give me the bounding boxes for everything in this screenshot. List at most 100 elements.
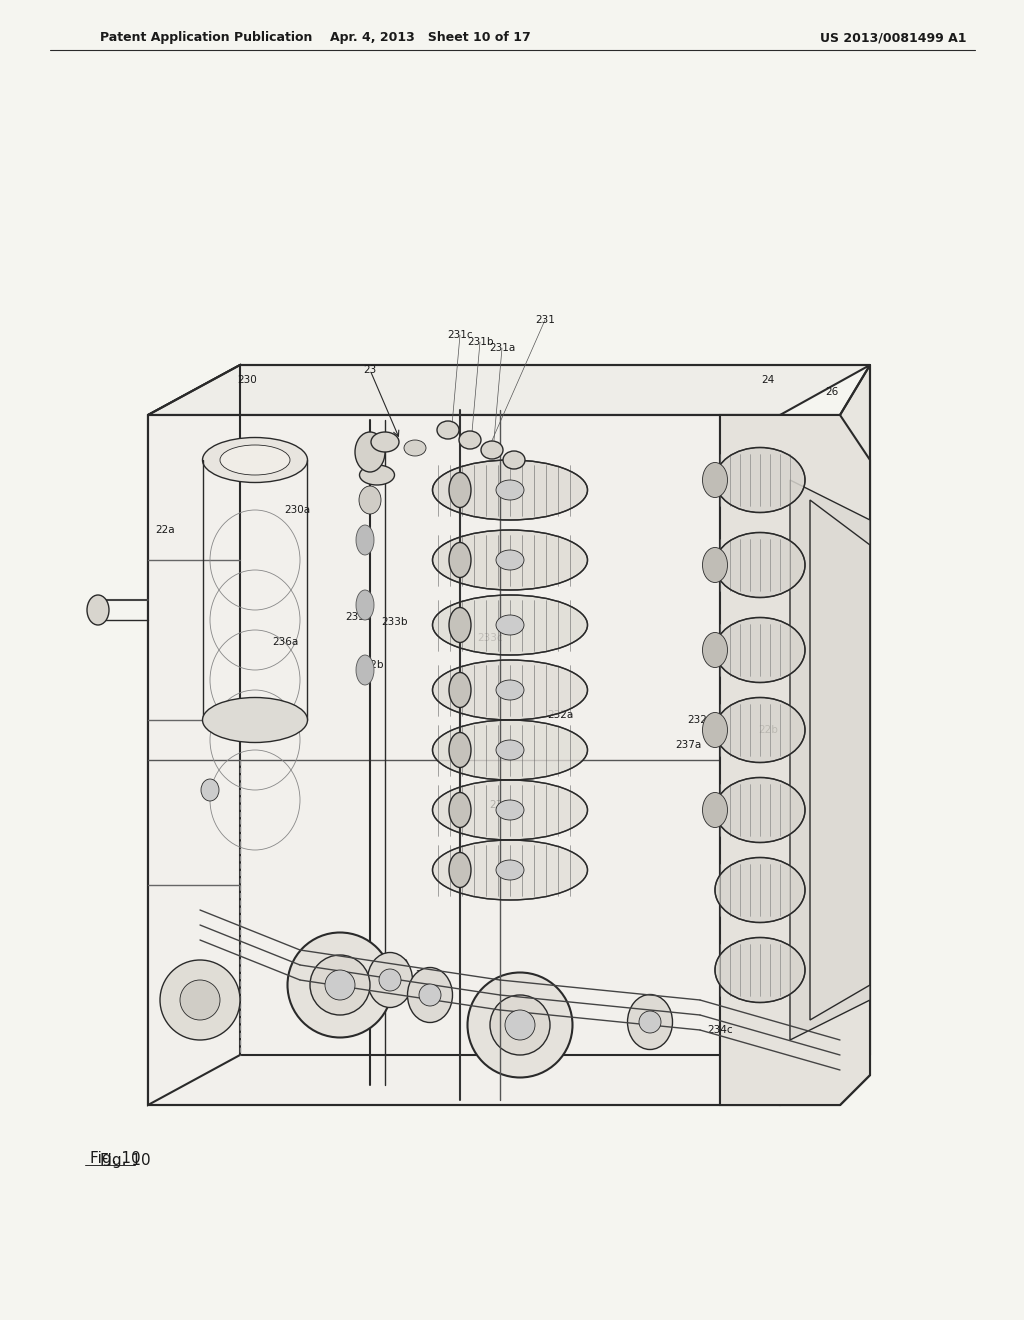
Text: 231a: 231a <box>488 343 515 352</box>
Text: 231c: 231c <box>447 330 473 341</box>
Text: 22b: 22b <box>758 725 778 735</box>
Text: 232c: 232c <box>687 715 713 725</box>
Ellipse shape <box>449 792 471 828</box>
Text: 231: 231 <box>536 315 555 325</box>
Ellipse shape <box>432 719 588 780</box>
Text: 232a: 232a <box>547 710 573 719</box>
Ellipse shape <box>87 595 109 624</box>
Polygon shape <box>148 366 870 414</box>
Ellipse shape <box>359 465 394 484</box>
Ellipse shape <box>359 486 381 513</box>
Ellipse shape <box>496 861 524 880</box>
Ellipse shape <box>496 550 524 570</box>
Text: Fig. 10: Fig. 10 <box>90 1151 140 1166</box>
Text: 237a: 237a <box>675 741 701 750</box>
Text: 230a: 230a <box>284 506 310 515</box>
Ellipse shape <box>288 932 392 1038</box>
Ellipse shape <box>432 595 588 655</box>
Ellipse shape <box>356 590 374 620</box>
Ellipse shape <box>628 994 673 1049</box>
Ellipse shape <box>490 995 550 1055</box>
Text: US 2013/0081499 A1: US 2013/0081499 A1 <box>820 32 967 45</box>
Ellipse shape <box>310 954 370 1015</box>
Ellipse shape <box>371 432 399 451</box>
Text: 24: 24 <box>762 375 774 385</box>
Ellipse shape <box>481 441 503 459</box>
Ellipse shape <box>639 1011 662 1034</box>
Ellipse shape <box>715 937 805 1002</box>
Text: 233b: 233b <box>382 616 409 627</box>
Ellipse shape <box>459 432 481 449</box>
Text: 232b: 232b <box>356 660 383 671</box>
Text: 234b: 234b <box>415 970 441 979</box>
Ellipse shape <box>408 968 453 1023</box>
Ellipse shape <box>496 800 524 820</box>
Ellipse shape <box>379 969 401 991</box>
Ellipse shape <box>437 421 459 440</box>
Ellipse shape <box>496 680 524 700</box>
Text: 235c: 235c <box>177 1020 203 1030</box>
Text: 231b: 231b <box>467 337 494 347</box>
Ellipse shape <box>449 672 471 708</box>
Ellipse shape <box>449 607 471 643</box>
Polygon shape <box>780 366 870 1105</box>
Ellipse shape <box>432 840 588 900</box>
Ellipse shape <box>203 437 307 483</box>
Ellipse shape <box>220 445 290 475</box>
Text: 23: 23 <box>364 366 377 375</box>
Ellipse shape <box>503 451 525 469</box>
Ellipse shape <box>468 973 572 1077</box>
Ellipse shape <box>368 953 413 1007</box>
Text: Apr. 4, 2013   Sheet 10 of 17: Apr. 4, 2013 Sheet 10 of 17 <box>330 32 530 45</box>
Ellipse shape <box>449 473 471 507</box>
Text: Fig. 10: Fig. 10 <box>100 1152 151 1167</box>
Ellipse shape <box>496 741 524 760</box>
Text: 234a: 234a <box>382 957 409 968</box>
Text: 230b: 230b <box>488 800 515 810</box>
Ellipse shape <box>432 660 588 719</box>
Text: 255a: 255a <box>325 995 351 1005</box>
Ellipse shape <box>404 440 426 455</box>
Ellipse shape <box>715 618 805 682</box>
Text: 236a: 236a <box>272 638 298 647</box>
Ellipse shape <box>496 615 524 635</box>
Text: 255b: 255b <box>499 1020 525 1030</box>
Bar <box>148 414 780 1105</box>
Ellipse shape <box>180 979 220 1020</box>
Ellipse shape <box>325 970 355 1001</box>
Polygon shape <box>148 366 240 1105</box>
Ellipse shape <box>449 733 471 767</box>
Text: 26: 26 <box>825 387 839 397</box>
Ellipse shape <box>715 447 805 512</box>
Ellipse shape <box>160 960 240 1040</box>
Ellipse shape <box>356 655 374 685</box>
Ellipse shape <box>449 853 471 887</box>
Text: 234c: 234c <box>708 1026 733 1035</box>
Ellipse shape <box>432 780 588 840</box>
Ellipse shape <box>432 459 588 520</box>
Ellipse shape <box>715 858 805 923</box>
Ellipse shape <box>702 713 727 747</box>
Ellipse shape <box>432 531 588 590</box>
Text: 233c: 233c <box>477 634 503 643</box>
Text: 22a: 22a <box>155 525 175 535</box>
Polygon shape <box>720 414 870 1105</box>
Polygon shape <box>790 480 870 1040</box>
Ellipse shape <box>356 525 374 554</box>
Ellipse shape <box>201 779 219 801</box>
Ellipse shape <box>715 777 805 842</box>
Ellipse shape <box>449 543 471 578</box>
Ellipse shape <box>505 1010 535 1040</box>
Ellipse shape <box>702 548 727 582</box>
Ellipse shape <box>496 480 524 500</box>
Text: 233a: 233a <box>345 612 371 622</box>
Text: Patent Application Publication: Patent Application Publication <box>100 32 312 45</box>
Ellipse shape <box>715 532 805 598</box>
Text: 230: 230 <box>238 375 257 385</box>
Ellipse shape <box>203 697 307 742</box>
Ellipse shape <box>715 697 805 763</box>
Ellipse shape <box>355 432 385 473</box>
Ellipse shape <box>419 983 441 1006</box>
Ellipse shape <box>702 792 727 828</box>
Ellipse shape <box>702 462 727 498</box>
